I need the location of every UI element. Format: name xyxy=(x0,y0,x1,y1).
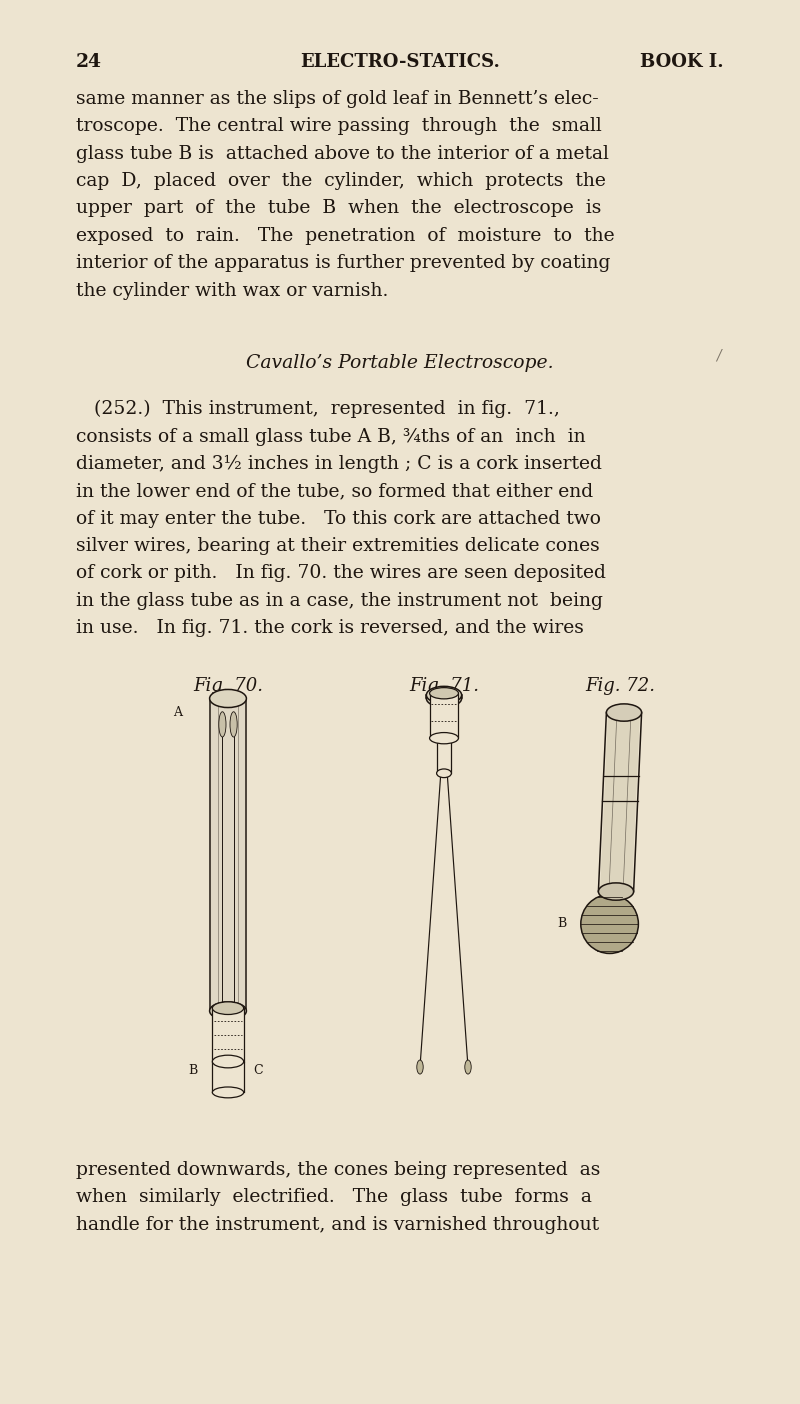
Bar xyxy=(212,1008,244,1061)
Ellipse shape xyxy=(606,703,642,722)
Text: of it may enter the tube.   To this cork are attached two: of it may enter the tube. To this cork a… xyxy=(76,510,601,528)
Text: A: A xyxy=(173,706,182,719)
Text: Cavallo’s Portable Electroscope.: Cavallo’s Portable Electroscope. xyxy=(246,354,554,372)
Text: Fig. 70.: Fig. 70. xyxy=(193,678,263,695)
Text: consists of a small glass tube A B, ¾ths of an  inch  in: consists of a small glass tube A B, ¾ths… xyxy=(76,427,586,445)
Ellipse shape xyxy=(230,712,237,737)
Ellipse shape xyxy=(437,769,451,778)
Text: in the glass tube as in a case, the instrument not  being: in the glass tube as in a case, the inst… xyxy=(76,592,603,609)
Ellipse shape xyxy=(210,1002,246,1019)
Ellipse shape xyxy=(426,687,462,703)
Text: ELECTRO-STATICS.: ELECTRO-STATICS. xyxy=(300,53,500,72)
Text: Fig. 72.: Fig. 72. xyxy=(585,678,655,695)
Text: cap  D,  placed  over  the  cylinder,  which  protects  the: cap D, placed over the cylinder, which p… xyxy=(76,171,606,190)
Text: BOOK I.: BOOK I. xyxy=(640,53,724,72)
Text: 24: 24 xyxy=(76,53,102,72)
Ellipse shape xyxy=(465,1060,471,1074)
Text: presented downwards, the cones being represented  as: presented downwards, the cones being rep… xyxy=(76,1161,600,1179)
Text: B: B xyxy=(189,1064,198,1077)
Ellipse shape xyxy=(212,1087,244,1098)
Text: upper  part  of  the  tube  B  when  the  electroscope  is: upper part of the tube B when the electr… xyxy=(76,199,602,218)
Text: exposed  to  rain.   The  penetration  of  moisture  to  the: exposed to rain. The penetration of mois… xyxy=(76,226,614,244)
Ellipse shape xyxy=(417,1060,423,1074)
Ellipse shape xyxy=(212,1002,244,1015)
Ellipse shape xyxy=(212,1056,244,1068)
Text: when  similarly  electrified.   The  glass  tube  forms  a: when similarly electrified. The glass tu… xyxy=(76,1188,592,1206)
Text: interior of the apparatus is further prevented by coating: interior of the apparatus is further pre… xyxy=(76,254,610,272)
Ellipse shape xyxy=(210,689,246,708)
Text: silver wires, bearing at their extremities delicate cones: silver wires, bearing at their extremiti… xyxy=(76,538,600,555)
Text: of cork or pith.   In fig. 70. the wires are seen deposited: of cork or pith. In fig. 70. the wires a… xyxy=(76,564,606,583)
Ellipse shape xyxy=(598,883,634,900)
Text: Fig. 71.: Fig. 71. xyxy=(409,678,479,695)
Text: C: C xyxy=(254,1064,263,1077)
Text: troscope.  The central wire passing  through  the  small: troscope. The central wire passing throu… xyxy=(76,117,602,135)
Ellipse shape xyxy=(218,712,226,737)
Ellipse shape xyxy=(430,733,458,744)
Bar xyxy=(430,694,458,739)
Text: in use.   In fig. 71. the cork is reversed, and the wires: in use. In fig. 71. the cork is reversed… xyxy=(76,619,584,637)
Text: handle for the instrument, and is varnished throughout: handle for the instrument, and is varnis… xyxy=(76,1216,599,1234)
Text: glass tube B is  attached above to the interior of a metal: glass tube B is attached above to the in… xyxy=(76,145,609,163)
Text: same manner as the slips of gold leaf in Bennett’s elec-: same manner as the slips of gold leaf in… xyxy=(76,90,598,108)
Text: /: / xyxy=(716,348,721,362)
Text: the cylinder with wax or varnish.: the cylinder with wax or varnish. xyxy=(76,281,388,299)
Text: B: B xyxy=(557,917,566,931)
Ellipse shape xyxy=(581,894,638,953)
Ellipse shape xyxy=(430,688,458,699)
Text: in the lower end of the tube, so formed that either end: in the lower end of the tube, so formed … xyxy=(76,482,593,500)
Polygon shape xyxy=(600,713,640,892)
Bar xyxy=(428,695,460,699)
Text: (252.)  This instrument,  represented  in fig.  71.,: (252.) This instrument, represented in f… xyxy=(76,400,560,418)
Ellipse shape xyxy=(426,689,462,708)
Text: diameter, and 3½ inches in length ; C is a cork inserted: diameter, and 3½ inches in length ; C is… xyxy=(76,455,602,473)
Bar xyxy=(211,698,245,1011)
